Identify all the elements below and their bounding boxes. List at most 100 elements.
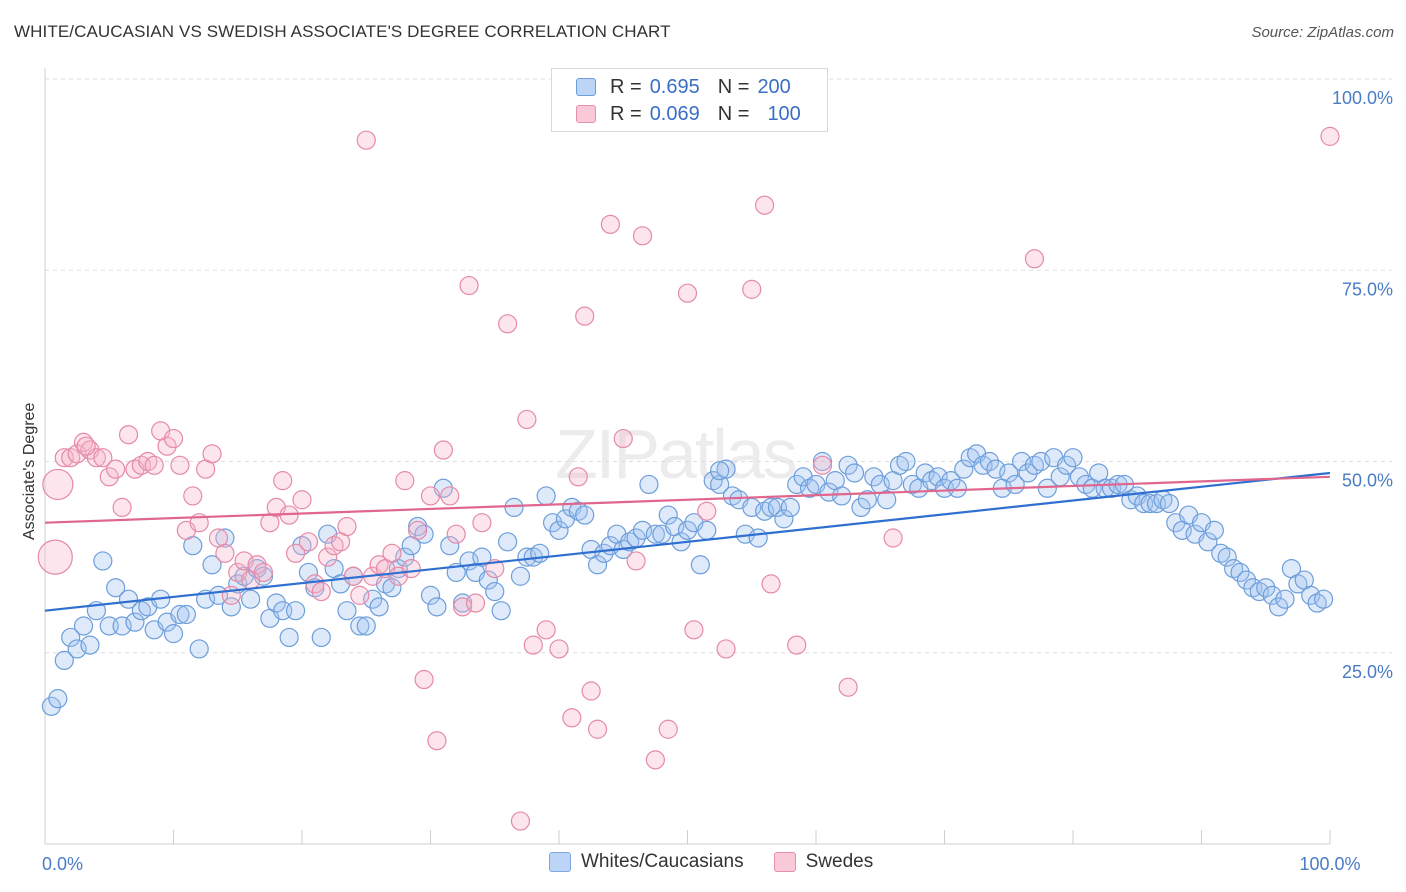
swede-point [163,428,184,449]
swede-point [742,279,762,299]
swede-point [285,543,306,563]
white-point [587,555,608,575]
x-tick-label-right: 100.0% [1299,854,1360,874]
legend-n-label: N = [717,75,750,98]
white-point [1262,585,1282,605]
legend-r-value: 0.069 [649,102,700,125]
white-point [1011,451,1032,472]
legend-swatch-whites [549,852,571,872]
white-point [697,520,717,540]
legend-n-value: 100 [767,102,801,125]
white-point [350,616,370,636]
swede-point [658,719,678,739]
swede-point [273,471,293,491]
swede-point [581,681,601,701]
swede-point [626,551,646,571]
white-point [1268,597,1289,617]
white-point [1159,493,1179,514]
white-point [189,639,209,659]
legend-item-swedes[interactable]: Swedes [773,851,874,873]
swede-point [549,639,569,659]
white-point [491,601,511,621]
white-point [1256,578,1276,598]
legend-r-label: R = [610,102,642,125]
white-point [1236,570,1257,590]
trend-lines [44,471,1331,612]
swede-point [1320,126,1340,146]
swede-point [54,448,74,468]
swede-point [298,532,319,552]
swede-point [382,543,402,563]
swede-point [395,471,415,491]
legend-item-whites[interactable]: Whites/Caucasians [549,851,744,873]
swede-point [93,448,113,468]
white-point [832,486,852,506]
white-point [819,482,839,502]
white-point [896,451,916,472]
legend-label-swedes: Swedes [805,851,874,872]
swede-point [684,620,704,640]
white-point [1056,455,1077,475]
swede-point [356,130,376,150]
white-point [228,574,248,594]
swede-point [112,497,132,517]
swede-point [234,551,254,571]
white-point [1204,520,1224,540]
white-point [658,505,678,525]
swede-point [427,731,447,751]
x-tick-label-left: 0.0% [42,854,83,874]
trend-line-whites [44,471,1331,612]
swede-point [517,409,537,430]
white-point [118,589,139,609]
white-point [170,604,190,625]
white-point [279,627,299,648]
white-point [337,601,357,621]
swede-point [716,639,736,659]
white-point [947,478,967,498]
white-point [285,601,306,621]
swede-point [536,620,556,640]
white-point [93,551,113,571]
white-point [1198,532,1218,552]
swede-point [37,539,73,575]
legend-r-value: 0.695 [649,75,700,98]
swede-point [99,467,119,487]
white-point [864,467,884,487]
white-point [954,459,974,479]
white-point [356,616,376,636]
y-tick-label: 25.0% [1342,662,1393,682]
y-tick-labels: 25.0% 50.0% 75.0% 100.0% [1332,88,1393,682]
legend-row-whites: R = 0.695 N = 200 [576,75,791,99]
swede-point [106,459,126,479]
white-point [485,581,505,602]
y-tick-label: 75.0% [1342,279,1393,299]
swede-point [408,520,428,540]
swede-point [523,635,543,655]
x-tick-marks [44,830,1331,844]
white-point [48,689,68,709]
white-point [472,547,492,567]
swede-point [144,455,164,475]
white-point [928,467,948,487]
swede-point [587,719,608,739]
swede-point [420,486,441,506]
swede-point [498,314,518,334]
swede-point [446,524,466,544]
white-point [311,627,331,648]
watermark: ZIPatlas [555,395,798,500]
white-point [67,639,87,659]
swede-point [42,468,74,501]
white-point [1313,589,1334,609]
white-point [536,486,556,506]
swede-point [1024,249,1045,269]
white-point [498,532,518,552]
series-legend: Whites/Caucasians Swedes [549,851,903,873]
white-point [478,570,498,590]
white-point [61,627,81,648]
axes [44,68,1330,845]
white-point [1063,448,1083,468]
white-point [427,597,447,617]
white-point [632,520,653,540]
white-point [176,604,196,625]
white-point [530,543,550,563]
